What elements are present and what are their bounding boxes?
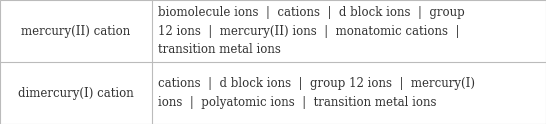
Text: mercury(II) cation: mercury(II) cation <box>21 25 130 37</box>
Text: cations  |  d block ions  |  group 12 ions  |  mercury(I)
ions  |  polyatomic io: cations | d block ions | group 12 ions |… <box>158 77 475 109</box>
Text: dimercury(I) cation: dimercury(I) cation <box>18 87 134 99</box>
Text: biomolecule ions  |  cations  |  d block ions  |  group
12 ions  |  mercury(II) : biomolecule ions | cations | d block ion… <box>158 6 465 56</box>
